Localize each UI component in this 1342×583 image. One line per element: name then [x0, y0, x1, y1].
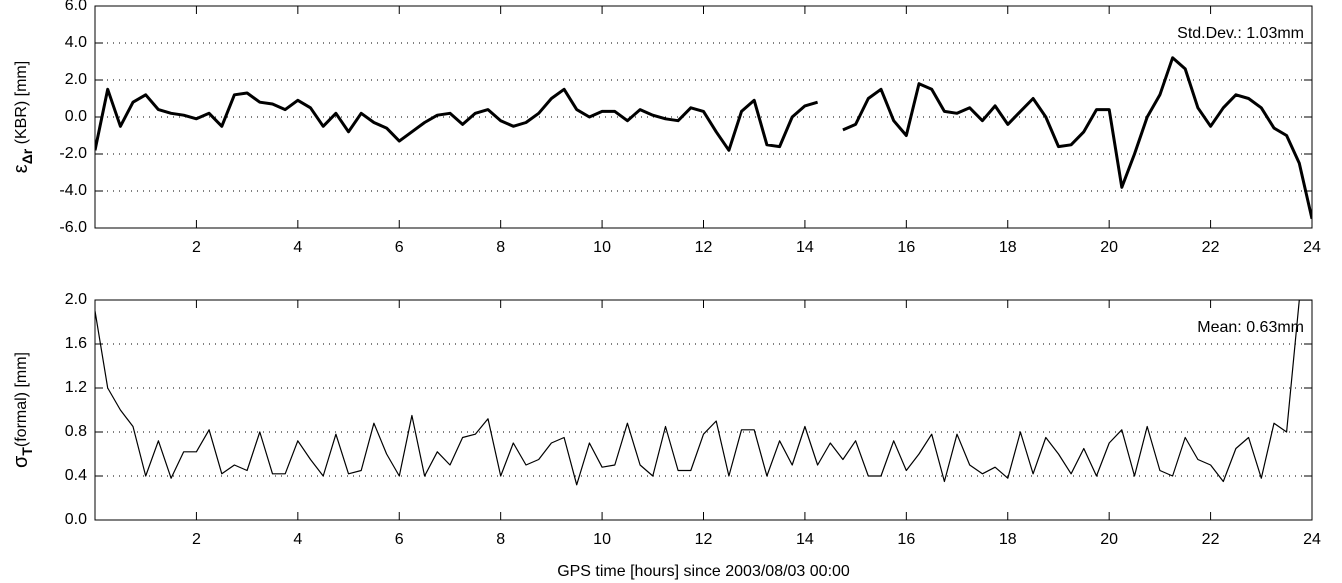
annotation: Std.Dev.: 1.03mm — [1177, 25, 1304, 42]
y-label-text: (formal) [mm] — [13, 352, 30, 447]
x-tick-label: 18 — [999, 531, 1017, 548]
y-tick-label: 0.8 — [65, 423, 87, 440]
x-tick-label: 12 — [695, 531, 713, 548]
data-line — [95, 56, 1312, 220]
x-tick-label: 4 — [293, 531, 302, 548]
x-tick-label: 18 — [999, 239, 1017, 256]
x-tick-label: 12 — [695, 239, 713, 256]
y-tick-label: 2.0 — [65, 71, 87, 88]
y-axis-label: σT(formal) [mm] — [10, 352, 34, 468]
y-tick-label: 4.0 — [65, 34, 87, 51]
y-label-symbol: ε — [10, 164, 32, 173]
x-tick-label: 24 — [1303, 239, 1321, 256]
x-tick-label: 16 — [897, 531, 915, 548]
x-tick-label: 22 — [1202, 531, 1220, 548]
y-tick-label: 2.0 — [65, 291, 87, 308]
x-tick-label: 2 — [192, 531, 201, 548]
x-tick-label: 20 — [1100, 531, 1118, 548]
plot-frame — [94, 5, 1313, 229]
x-tick-label: 20 — [1100, 239, 1118, 256]
x-tick-label: 14 — [796, 239, 814, 256]
x-tick-label: 16 — [897, 239, 915, 256]
y-tick-label: 0.4 — [65, 467, 87, 484]
plot-frame — [94, 299, 1313, 521]
y-tick-label: -4.0 — [59, 182, 87, 199]
y-tick-label: -6.0 — [59, 219, 87, 236]
y-tick-label: 0.0 — [65, 511, 87, 528]
y-tick-label: 1.2 — [65, 379, 87, 396]
data-line — [95, 300, 1312, 486]
y-tick-label: 1.6 — [65, 335, 87, 352]
x-axis-label: GPS time [hours] since 2003/08/03 00:00 — [557, 563, 850, 580]
series — [95, 300, 1312, 486]
annotation: Mean: 0.63mm — [1197, 319, 1304, 336]
x-tick-label: 24 — [1303, 531, 1321, 548]
x-tick-label: 6 — [395, 531, 404, 548]
x-tick-label: 4 — [293, 239, 302, 256]
x-tick-label: 10 — [593, 239, 611, 256]
y-label-subscript: T — [19, 447, 35, 456]
x-tick-label: 14 — [796, 531, 814, 548]
series — [95, 56, 1312, 220]
x-tick-label: 22 — [1202, 239, 1220, 256]
x-tick-label: 8 — [496, 239, 505, 256]
x-tick-label: 10 — [593, 531, 611, 548]
y-label-symbol: σ — [10, 455, 32, 468]
y-tick-label: 6.0 — [65, 0, 87, 14]
x-tick-label: 8 — [496, 531, 505, 548]
x-tick-label: 2 — [192, 239, 201, 256]
x-tick-label: 6 — [395, 239, 404, 256]
y-tick-label: 0.0 — [65, 108, 87, 125]
y-label-text: (KBR) [mm] — [13, 61, 30, 149]
y-tick-label: -2.0 — [59, 145, 87, 162]
y-label-subscript: Δr — [19, 148, 35, 164]
y-axis-label: εΔr (KBR) [mm] — [10, 61, 34, 173]
